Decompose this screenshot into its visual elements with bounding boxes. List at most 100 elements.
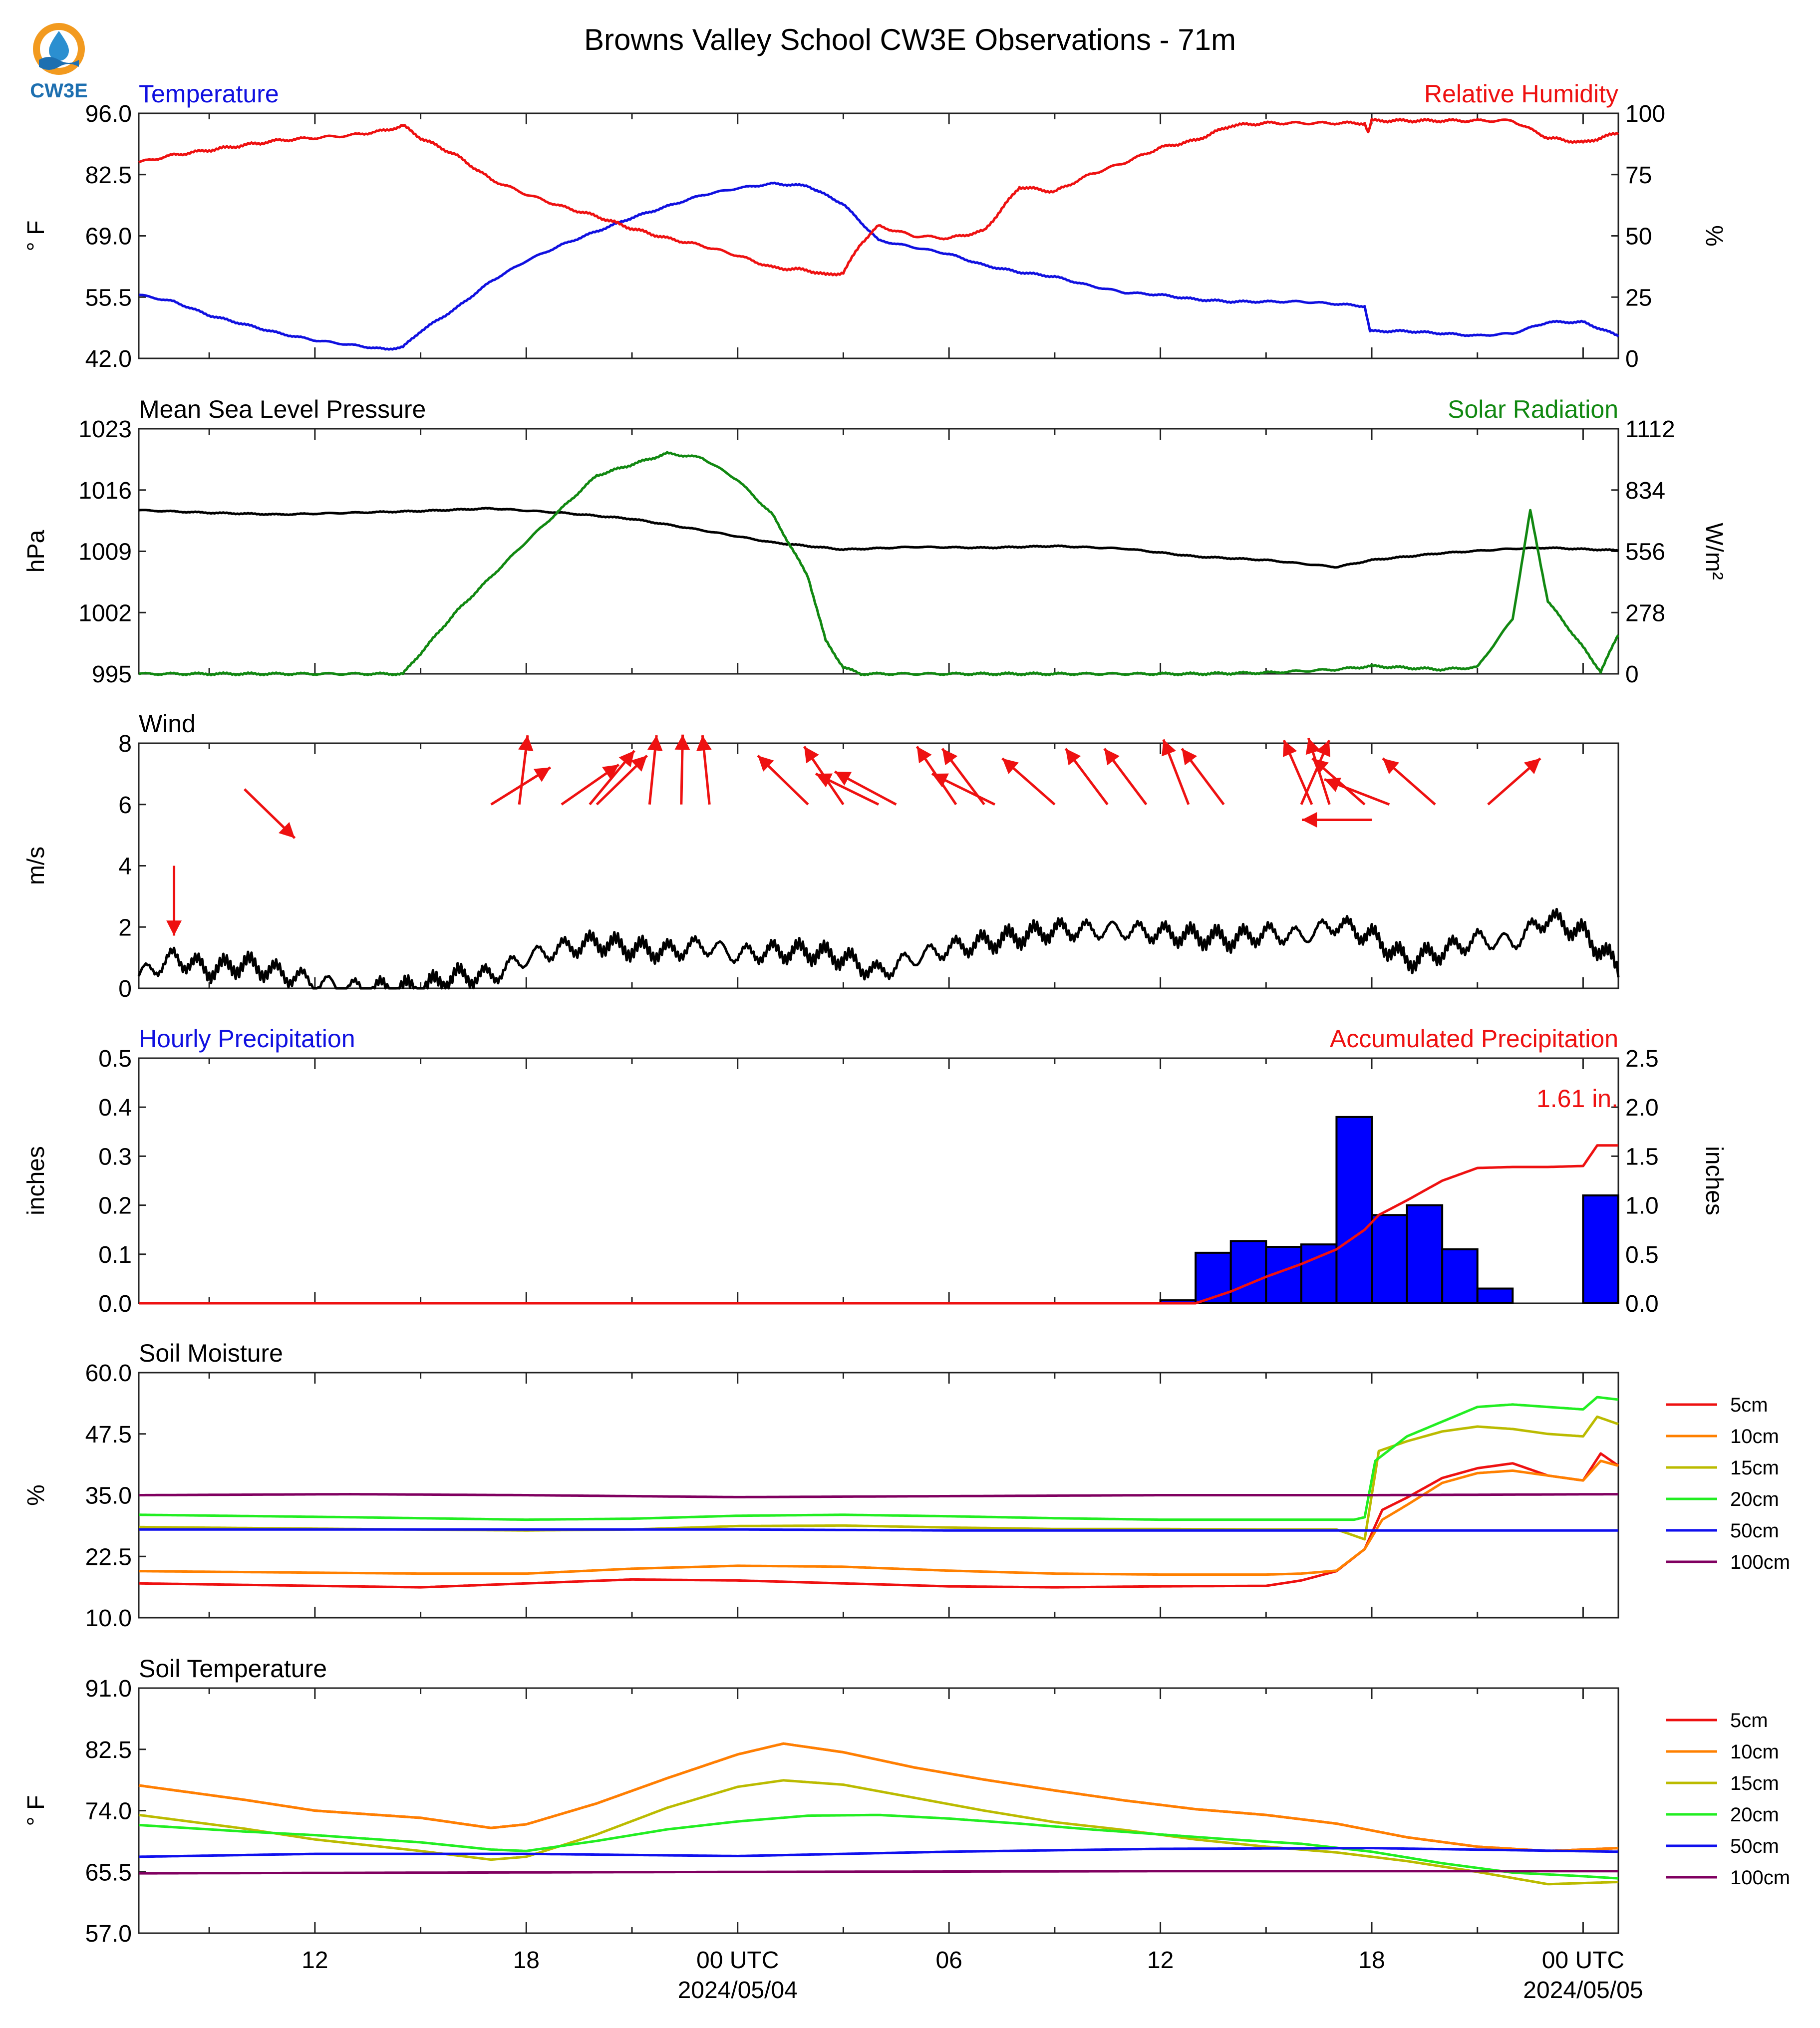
series-line-100cm <box>139 1870 1618 1875</box>
legend-label: 5cm <box>1730 1394 1768 1416</box>
legend-label: 100cm <box>1730 1551 1790 1573</box>
wind-arrow-head <box>1383 758 1399 774</box>
precip-bar <box>1441 1248 1479 1304</box>
wind-arrow-head <box>166 920 182 936</box>
legend-label: 50cm <box>1730 1520 1779 1542</box>
y-axis-label: ° F <box>23 221 49 252</box>
wind-arrow-head <box>1302 812 1317 828</box>
wind-arrow-head <box>647 735 663 751</box>
series-line-solar-radiation <box>138 451 1620 677</box>
y-axis-label: m/s <box>23 847 49 885</box>
panel-title-right: Relative Humidity <box>1424 80 1618 108</box>
panel-title-right: Accumulated Precipitation <box>1330 1025 1618 1053</box>
precip-bar <box>1371 1214 1408 1304</box>
y-tick-label: 4 <box>118 854 132 880</box>
panel-pressure-solar: 995 1002 1009 1016 1023 hPa 0 278 556 834 1112 W/m²… <box>23 395 1727 688</box>
y2-tick-label: 834 <box>1625 478 1665 504</box>
precip-bar <box>1476 1287 1514 1305</box>
panels: 42.055.569.082.596.0° F0255075100%Temper… <box>23 80 1790 2004</box>
series-line-wind <box>137 907 1620 990</box>
wind-arrow-head <box>1312 758 1329 774</box>
y-tick-label: 47.5 <box>85 1422 132 1448</box>
y-tick-label: 0.3 <box>98 1144 132 1170</box>
y-tick-label: 0.1 <box>98 1242 132 1268</box>
accum-total-label: 1.61 in. <box>1536 1085 1618 1113</box>
legend-label: 50cm <box>1730 1835 1779 1857</box>
y2-tick-label: 0 <box>1625 346 1639 372</box>
y-tick-label: 995 <box>92 661 132 688</box>
cw3e-logo: CW3E <box>30 23 88 102</box>
y-axis-label: hPa <box>23 530 49 573</box>
panel-temperature-humidity: 42.0 55.5 69.0 82.5 96.0 ° F 0 25 50 75 100% Temper… <box>23 80 1727 372</box>
wind-arrow-head <box>602 764 619 780</box>
legend-label: 20cm <box>1730 1488 1779 1510</box>
panel-wind: 0 2 4 6 8 m/s Wind <box>23 710 1620 1002</box>
wind-arrow-head <box>916 746 932 764</box>
x-date-label: 2024/05/04 <box>678 1977 798 2004</box>
plot-frame <box>138 742 1619 989</box>
y2-axis-label: W/m² <box>1701 523 1727 580</box>
y2-tick-label: 100 <box>1625 101 1665 127</box>
wind-arrow-head <box>618 750 634 768</box>
legend-label: 15cm <box>1730 1457 1779 1479</box>
wind-arrow-head <box>1305 738 1321 755</box>
wind-arrow-head <box>1002 758 1019 774</box>
series-line-15cm <box>138 1779 1619 1886</box>
wind-arrow-head <box>816 773 833 788</box>
wind-arrow-head <box>696 735 712 751</box>
y2-tick-label: 556 <box>1625 539 1665 566</box>
wind-arrow-head <box>1316 740 1330 757</box>
wind-arrow-head <box>931 773 949 788</box>
wind-arrow-head <box>674 734 690 750</box>
series-line-10cm <box>138 1742 1619 1852</box>
y-tick-label: 74.0 <box>85 1798 132 1825</box>
wind-arrow-head <box>1065 748 1081 766</box>
wind-arrow-head <box>518 735 534 752</box>
x-tick-label: 00 UTC <box>1542 1947 1624 1974</box>
panel-precipitation: 0.0 0.1 0.2 0.3 0.4 0.5 inches 0.0 0.5 1.0 1.5 2.0 2… <box>23 1025 1727 1317</box>
plot-frame <box>138 1687 1619 1934</box>
y2-tick-label: 1.5 <box>1625 1144 1659 1170</box>
wind-arrow-head <box>835 771 852 786</box>
y-tick-label: 91.0 <box>85 1676 132 1702</box>
panel-title-left: Soil Moisture <box>139 1339 283 1367</box>
wind-arrow-head <box>1162 739 1176 757</box>
series-line-mean-sea-level-pressure <box>138 507 1619 569</box>
x-tick-label: 18 <box>513 1947 540 1974</box>
x-tick-label: 12 <box>302 1947 328 1974</box>
series-line-100cm <box>139 1493 1619 1498</box>
y-tick-label: 0.0 <box>98 1291 132 1317</box>
precip-bar <box>1195 1251 1232 1305</box>
panel-soil-moisture: 10.0 22.5 35.0 47.5 60.0% Soil Moisture 5cm 10c… <box>23 1339 1790 1632</box>
plot-frame <box>138 428 1619 675</box>
wind-arrow-head <box>1282 740 1297 757</box>
y2-tick-label: 0 <box>1625 661 1639 688</box>
y2-tick-label: 1.0 <box>1625 1193 1659 1219</box>
x-axis: 12 18 00 UTC 2024/05/04 06 12 18 00 UTC 2024/05/… <box>302 1947 1643 2004</box>
series-line-50cm <box>139 1847 1618 1858</box>
legend: 5cm 10cm 15cm 20cm 50cm 100cm <box>1666 1710 1790 1889</box>
series-line-50cm <box>139 1528 1618 1532</box>
y2-tick-label: 0.5 <box>1625 1242 1659 1268</box>
wind-arrow-head <box>1182 748 1198 766</box>
y-tick-label: 1009 <box>78 539 132 566</box>
wind-arrow-head <box>758 755 774 772</box>
precip-bar <box>1582 1194 1619 1304</box>
wind-arrow-head <box>804 746 819 764</box>
x-tick-label: 00 UTC <box>696 1947 779 1974</box>
y-tick-label: 69.0 <box>85 224 132 250</box>
series-line-relative-humidity <box>138 117 1619 277</box>
plot-frame <box>138 112 1619 359</box>
y-tick-label: 2 <box>118 914 132 941</box>
figure-title: Browns Valley School CW3E Observations -… <box>584 23 1236 56</box>
wind-arrow-head <box>279 822 295 839</box>
panel-title-left: Temperature <box>139 80 279 108</box>
legend-label: 10cm <box>1730 1426 1779 1448</box>
x-date-label: 2024/05/05 <box>1523 1977 1643 2004</box>
legend: 5cm 10cm 15cm 20cm 50cm 100cm <box>1666 1394 1790 1573</box>
y-tick-label: 57.0 <box>85 1921 132 1947</box>
y2-tick-label: 75 <box>1625 162 1652 189</box>
series-line-temperature <box>138 181 1619 351</box>
y-tick-label: 1023 <box>78 416 132 443</box>
